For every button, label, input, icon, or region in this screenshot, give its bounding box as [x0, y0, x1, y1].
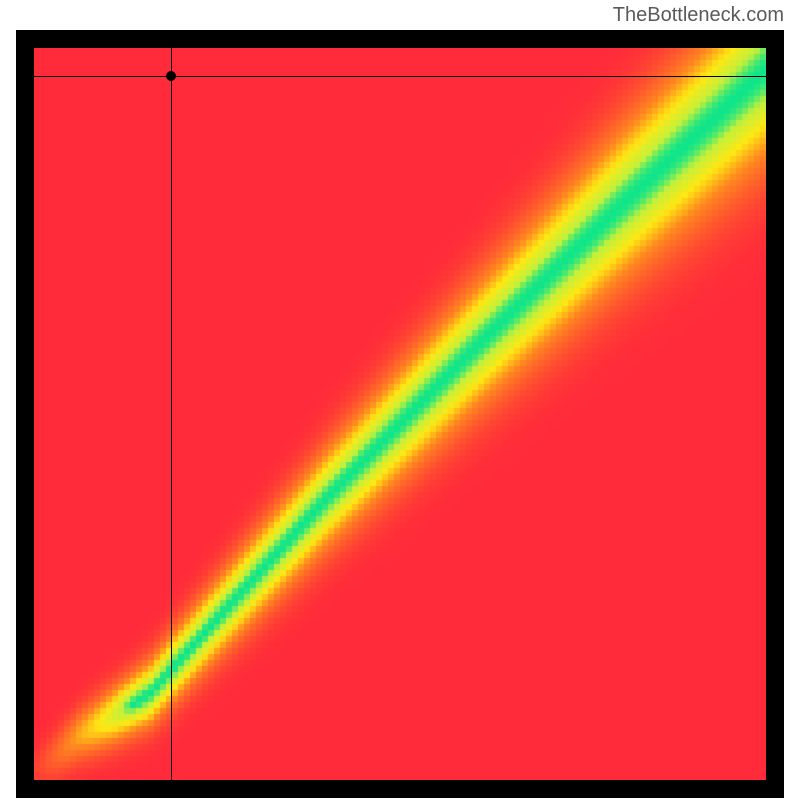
crosshair-horizontal [34, 76, 766, 77]
attribution-text: TheBottleneck.com [613, 4, 784, 27]
crosshair-vertical [171, 48, 172, 780]
heatmap-plot-area [34, 48, 766, 780]
data-point-marker [166, 71, 176, 81]
chart-frame [16, 30, 784, 798]
heatmap-canvas [34, 48, 766, 780]
